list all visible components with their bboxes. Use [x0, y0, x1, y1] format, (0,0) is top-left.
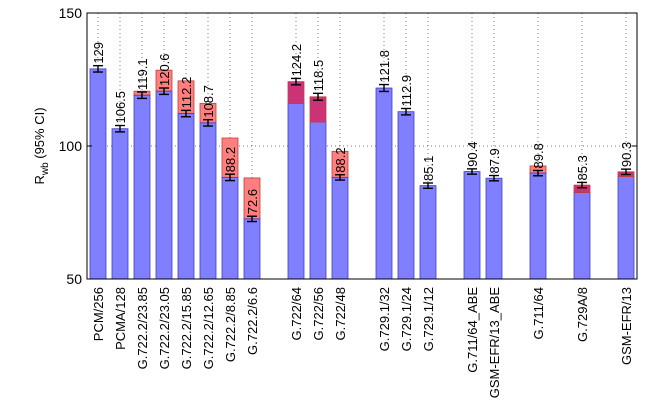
- bar: [529, 172, 547, 280]
- y-tick-label: 50: [66, 271, 82, 287]
- x-tick-label: PCMA/128: [113, 287, 128, 350]
- data-label: 85.3: [575, 155, 590, 180]
- data-label: 112.9: [399, 75, 414, 107]
- x-tick-label: G.722.2/23.05: [157, 287, 172, 369]
- data-label: 85.1: [421, 156, 436, 181]
- x-tick-label: G.729.1/12: [421, 287, 436, 351]
- bar: [199, 122, 217, 280]
- data-label: 88.2: [223, 147, 238, 172]
- bar: [485, 177, 503, 280]
- data-label: 89.8: [531, 143, 546, 168]
- x-tick-label: GSM-EFR/13_ABE: [487, 287, 502, 399]
- x-tick-label: G.722.2/12.65: [201, 287, 216, 369]
- x-tick-label: G.711/64_ABE: [465, 287, 480, 373]
- data-label: 108.7: [201, 85, 216, 118]
- x-tick-label: G.722.2/15.85: [179, 287, 194, 369]
- x-tick-label: G.722.2/8.85: [223, 287, 238, 362]
- bar: [133, 94, 151, 280]
- x-tick-label: G.711/64: [531, 287, 546, 340]
- data-label: 72.6: [245, 189, 260, 214]
- x-tick-label: G.722/48: [333, 287, 348, 341]
- bar: [243, 218, 261, 280]
- y-tick-label: 100: [59, 138, 83, 154]
- x-tick-label: G.729.1/24: [399, 287, 414, 351]
- bar: [177, 113, 195, 280]
- bar: [221, 176, 239, 280]
- y-tick-label: 150: [59, 5, 83, 21]
- data-label: 90.4: [465, 142, 480, 167]
- data-label: 106.5: [113, 91, 128, 124]
- bar: [331, 176, 349, 280]
- bar: [617, 176, 635, 280]
- data-label: 118.5: [311, 60, 326, 92]
- x-tick-label: G.722.2/6.6: [245, 287, 260, 355]
- bar: [463, 171, 481, 280]
- bar: [573, 192, 591, 280]
- bar: [309, 121, 327, 280]
- bar: [419, 185, 437, 280]
- x-tick-label: G.729.1/32: [377, 287, 392, 351]
- data-label: 112.2: [179, 77, 194, 109]
- x-tick-label: G.722/56: [311, 287, 326, 341]
- bar: [397, 111, 415, 280]
- data-label: 129: [91, 42, 106, 64]
- x-tick-label: G.722.2/23.85: [135, 287, 150, 369]
- x-tick-label: G.729A/8: [575, 287, 590, 342]
- y-axis-label: Rwb (95% CI): [32, 107, 51, 184]
- data-label: 121.8: [377, 50, 392, 83]
- data-label: 88.2: [333, 147, 348, 172]
- bar: [287, 103, 305, 280]
- bar: [111, 128, 129, 280]
- x-tick-label: GSM-EFR/13: [619, 287, 634, 365]
- bar: [89, 68, 107, 280]
- data-label: 90.3: [619, 142, 634, 167]
- bar: [155, 90, 173, 280]
- x-tick-label: PCM/256: [91, 287, 106, 341]
- data-label: 124.2: [289, 44, 304, 77]
- data-label: 87.9: [487, 148, 502, 173]
- bar: [375, 87, 393, 280]
- x-tick-label: G.722/64: [289, 287, 304, 341]
- data-label: 119.1: [135, 58, 150, 90]
- data-label: 120.6: [157, 53, 172, 86]
